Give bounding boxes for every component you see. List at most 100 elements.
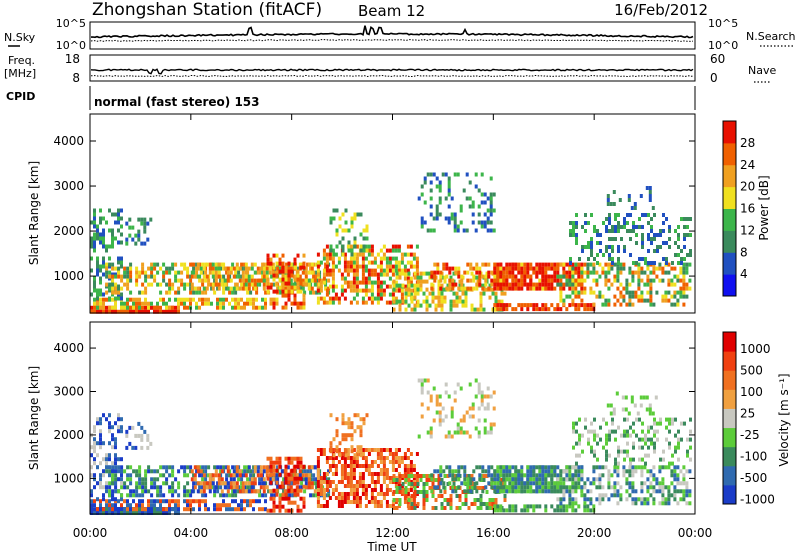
- range-gate-cell: [523, 303, 527, 308]
- range-gate-cell: [500, 299, 504, 304]
- range-gate-cell: [682, 262, 686, 267]
- range-gate-cell: [159, 266, 163, 271]
- range-gate-cell: [589, 290, 593, 295]
- range-gate-cell: [286, 266, 290, 271]
- range-gate-cell: [291, 493, 295, 498]
- range-gate-cell: [261, 274, 265, 279]
- range-gate-cell: [367, 260, 371, 265]
- range-gate-cell: [437, 279, 441, 284]
- range-gate-cell: [99, 280, 102, 285]
- range-gate-cell: [313, 465, 317, 470]
- range-gate-cell: [438, 414, 442, 419]
- range-gate-cell: [394, 448, 398, 452]
- range-gate-cell: [99, 445, 102, 450]
- range-gate-cell: [574, 473, 578, 478]
- range-gate-cell: [379, 280, 383, 285]
- range-gate-cell: [234, 465, 238, 470]
- range-gate-cell: [269, 297, 273, 302]
- range-gate-cell: [448, 469, 452, 474]
- range-gate-cell: [493, 473, 497, 478]
- range-gate-cell: [225, 297, 228, 302]
- range-gate-cell: [403, 268, 407, 273]
- range-gate-cell: [443, 275, 447, 280]
- range-gate-cell: [391, 264, 395, 269]
- range-gate-cell: [559, 473, 563, 478]
- range-gate-cell: [147, 503, 150, 508]
- range-gate-cell: [312, 473, 316, 478]
- range-gate-cell: [225, 465, 229, 470]
- range-gate-cell: [299, 476, 303, 481]
- range-gate-cell: [229, 485, 233, 490]
- range-gate-cell: [264, 507, 267, 512]
- range-gate-cell: [553, 485, 557, 490]
- range-gate-cell: [438, 200, 442, 205]
- range-gate-cell: [461, 303, 465, 308]
- range-gate-cell: [565, 294, 569, 299]
- range-gate-cell: [590, 445, 593, 450]
- range-gate-cell: [538, 465, 542, 470]
- range-gate-cell: [120, 292, 123, 297]
- range-gate-cell: [493, 469, 497, 474]
- range-gate-cell: [667, 465, 671, 470]
- range-gate-cell: [499, 303, 503, 308]
- range-gate-cell: [625, 290, 629, 295]
- range-gate-cell: [404, 486, 408, 490]
- range-gate-cell: [177, 305, 180, 310]
- range-gate-cell: [198, 507, 201, 512]
- range-gate-cell: [117, 499, 120, 504]
- range-gate-cell: [337, 492, 341, 496]
- range-gate-cell: [590, 241, 593, 245]
- range-gate-cell: [580, 489, 584, 494]
- range-gate-cell: [264, 290, 268, 295]
- range-gate-cell: [580, 274, 584, 279]
- range-gate-cell: [108, 453, 111, 458]
- range-gate-cell: [562, 508, 566, 513]
- range-gate-cell: [601, 465, 605, 470]
- range-gate-cell: [447, 216, 451, 221]
- range-gate-cell: [491, 498, 495, 502]
- range-gate-cell: [529, 477, 533, 482]
- range-gate-cell: [344, 208, 348, 213]
- range-gate-cell: [562, 266, 566, 271]
- range-gate-cell: [644, 213, 647, 217]
- range-gate-cell: [355, 268, 359, 273]
- range-gate-cell: [156, 282, 160, 287]
- range-gate-cell: [649, 286, 653, 291]
- range-gate-cell: [93, 224, 96, 229]
- range-gate-cell: [406, 488, 410, 492]
- nsearch-trace: [90, 39, 694, 42]
- range-gate-cell: [598, 274, 602, 279]
- range-gate-cell: [310, 481, 314, 486]
- range-gate-cell: [613, 489, 617, 494]
- range-gate-cell: [281, 253, 285, 258]
- range-gate-cell: [578, 257, 581, 261]
- range-gate-cell: [436, 270, 440, 275]
- range-gate-cell: [205, 485, 209, 490]
- range-gate-cell: [616, 481, 620, 486]
- range-gate-cell: [304, 477, 308, 482]
- range-gate-cell: [434, 295, 438, 300]
- range-gate-cell: [685, 266, 689, 271]
- range-gate-cell: [433, 485, 437, 490]
- range-gate-cell: [359, 433, 363, 438]
- range-gate-cell: [352, 276, 356, 281]
- range-gate-cell: [410, 482, 414, 486]
- range-gate-cell: [629, 433, 632, 438]
- range-gate-cell: [648, 198, 652, 202]
- range-gate-cell: [491, 287, 495, 292]
- range-gate-cell: [255, 305, 258, 310]
- range-gate-cell: [253, 262, 257, 267]
- range-gate-cell: [341, 417, 345, 422]
- range-gate-cell: [168, 297, 171, 302]
- range-gate-cell: [517, 303, 521, 308]
- range-gate-cell: [287, 476, 291, 481]
- range-gate-cell: [436, 469, 440, 474]
- range-gate-cell: [593, 429, 596, 434]
- range-gate-cell: [596, 261, 599, 265]
- range-gate-cell: [290, 289, 294, 294]
- range-gate-cell: [613, 465, 617, 470]
- range-gate-cell: [520, 473, 524, 478]
- range-gate-cell: [544, 477, 548, 482]
- range-gate-cell: [667, 493, 671, 498]
- range-gate-cell: [304, 481, 308, 486]
